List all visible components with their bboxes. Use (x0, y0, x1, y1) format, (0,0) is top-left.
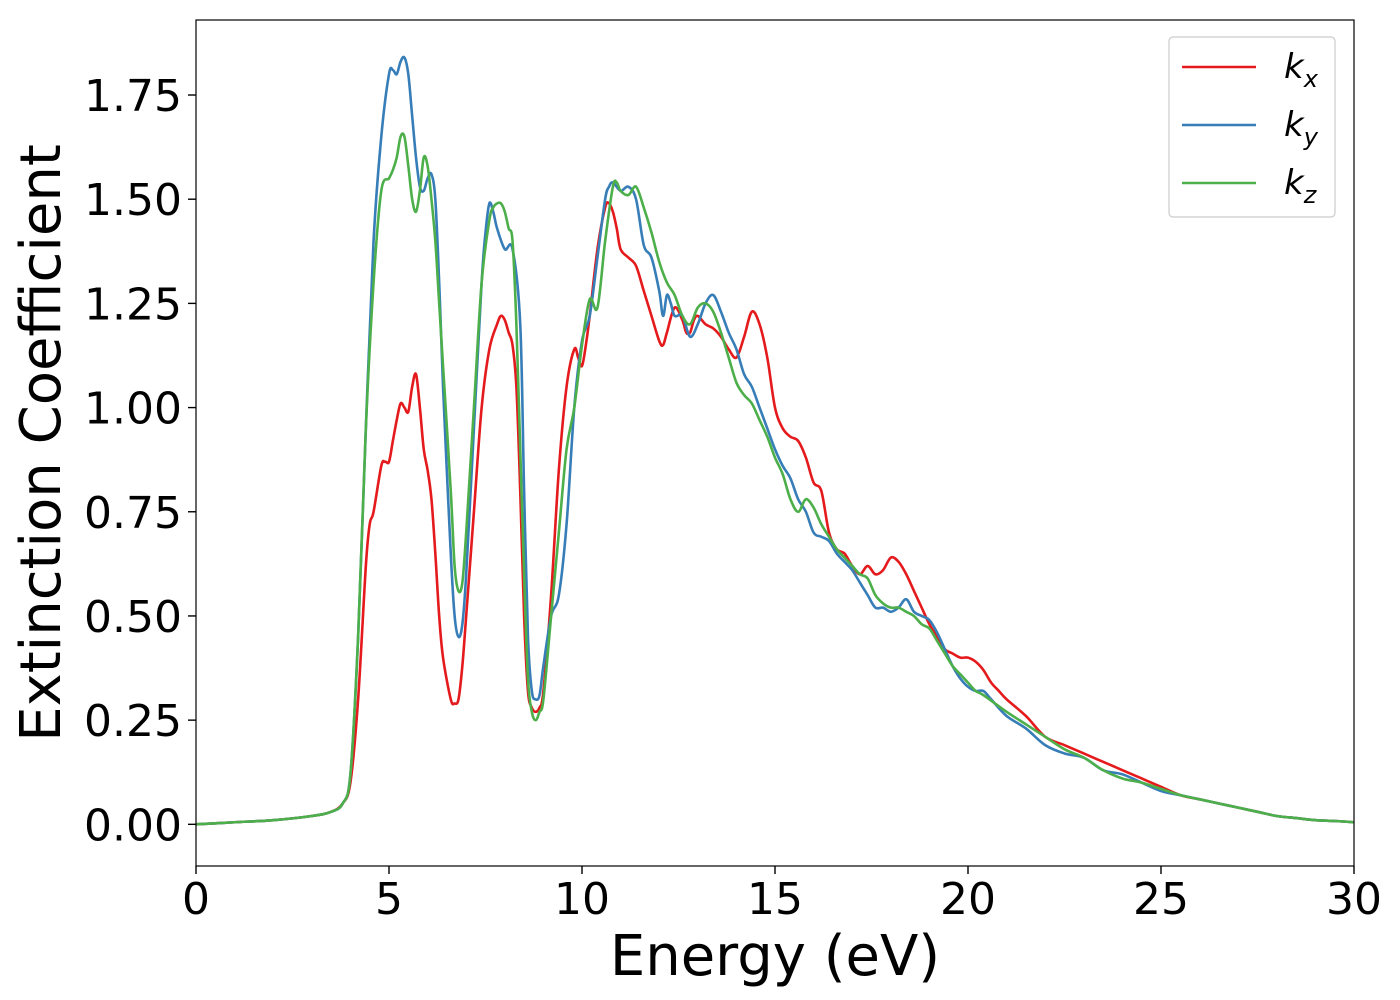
y-axis-label: Extinction Coefficient (9, 144, 74, 742)
y-axis: 0.00 0.25 0.50 0.75 1.00 1.25 1.50 1.75 (84, 71, 196, 851)
x-tick-label: 20 (940, 874, 996, 925)
series-line-ky (195, 55, 1355, 826)
x-tick-label: 30 (1326, 874, 1382, 925)
legend-label-ky: ky (1284, 105, 1319, 151)
legend-label-kz: kz (1284, 163, 1318, 209)
legend: kx ky kz (1168, 36, 1336, 218)
y-tick-label: 1.25 (84, 279, 182, 330)
x-axis-label: Energy (eV) (610, 924, 940, 989)
x-tick-label: 25 (1133, 874, 1189, 925)
series-line-kx (195, 201, 1355, 826)
legend-box (1168, 36, 1336, 218)
y-tick-label: 1.50 (84, 175, 182, 226)
y-tick-label: 0.00 (84, 800, 182, 851)
legend-label-kx: kx (1284, 47, 1319, 93)
y-tick-label: 0.75 (84, 488, 182, 539)
y-tick-label: 0.50 (84, 592, 182, 643)
x-tick-label: 10 (554, 874, 610, 925)
x-axis: 0 5 10 15 20 25 30 (182, 866, 1382, 925)
y-tick-label: 0.25 (84, 696, 182, 747)
x-tick-label: 0 (182, 874, 210, 925)
series-layer (195, 55, 1355, 826)
y-tick-label: 1.00 (84, 384, 182, 435)
y-tick-label: 1.75 (84, 71, 182, 122)
x-tick-label: 5 (375, 874, 403, 925)
series-line-kz (195, 132, 1355, 826)
x-tick-label: 15 (747, 874, 803, 925)
plot-background (196, 20, 1354, 866)
